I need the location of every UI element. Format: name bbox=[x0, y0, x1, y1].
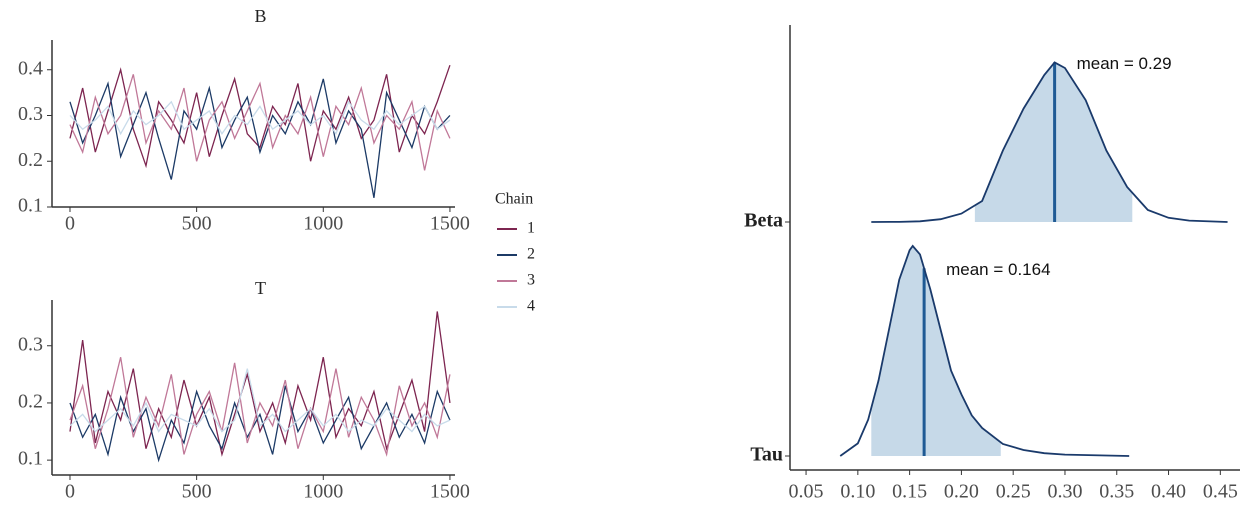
trace-line bbox=[69, 385, 451, 463]
x-tick-label: 1000 bbox=[303, 481, 343, 503]
legend-title: Chain bbox=[495, 191, 533, 208]
y-tick-label: 0.2 bbox=[18, 391, 43, 413]
x-tick-label: 1500 bbox=[430, 481, 470, 503]
x-tick-label: 500 bbox=[182, 481, 212, 503]
trace-line bbox=[69, 74, 451, 171]
y-tick-label: 0.4 bbox=[18, 57, 43, 79]
legend-label: 3 bbox=[527, 272, 535, 289]
x-tick-label: 0.40 bbox=[1151, 481, 1186, 503]
legend-label: 2 bbox=[527, 246, 535, 263]
trace-line bbox=[69, 78, 451, 198]
x-tick-label: 0.35 bbox=[1099, 481, 1134, 503]
x-tick-label: 0.20 bbox=[944, 481, 979, 503]
y-tick-label: 0.1 bbox=[18, 195, 43, 217]
trace-line bbox=[69, 357, 451, 457]
x-tick-label: 0.05 bbox=[789, 481, 824, 503]
trace-line bbox=[69, 368, 451, 433]
trace-line bbox=[69, 100, 451, 136]
x-tick-label: 0 bbox=[65, 481, 75, 503]
density-curve bbox=[871, 61, 1228, 223]
x-tick-label: 0.30 bbox=[1047, 481, 1082, 503]
y-category-label: Tau bbox=[750, 444, 783, 466]
mean-label: mean = 0.29 bbox=[1077, 54, 1172, 73]
interval-area bbox=[871, 246, 1001, 456]
density-curve bbox=[839, 244, 1130, 457]
mean-label: mean = 0.164 bbox=[946, 260, 1050, 279]
x-tick-label: 1000 bbox=[303, 213, 343, 235]
x-tick-label: 0.10 bbox=[840, 481, 875, 503]
y-tick-label: 0.3 bbox=[18, 333, 43, 355]
trace-line bbox=[69, 64, 451, 169]
panel-title: B bbox=[254, 6, 266, 26]
legend-label: 4 bbox=[527, 298, 535, 315]
x-tick-label: 500 bbox=[182, 213, 212, 235]
x-tick-label: 0.45 bbox=[1203, 481, 1238, 503]
y-tick-label: 0.2 bbox=[18, 149, 43, 171]
x-tick-label: 1500 bbox=[430, 213, 470, 235]
y-tick-label: 0.3 bbox=[18, 103, 43, 125]
y-category-label: Beta bbox=[744, 210, 783, 232]
x-tick-label: 0 bbox=[65, 213, 75, 235]
trace-line bbox=[69, 311, 451, 457]
legend-label: 1 bbox=[527, 220, 535, 237]
x-tick-label: 0.25 bbox=[996, 481, 1031, 503]
panel-title: T bbox=[255, 278, 266, 298]
y-tick-label: 0.1 bbox=[18, 448, 43, 470]
x-tick-label: 0.15 bbox=[892, 481, 927, 503]
